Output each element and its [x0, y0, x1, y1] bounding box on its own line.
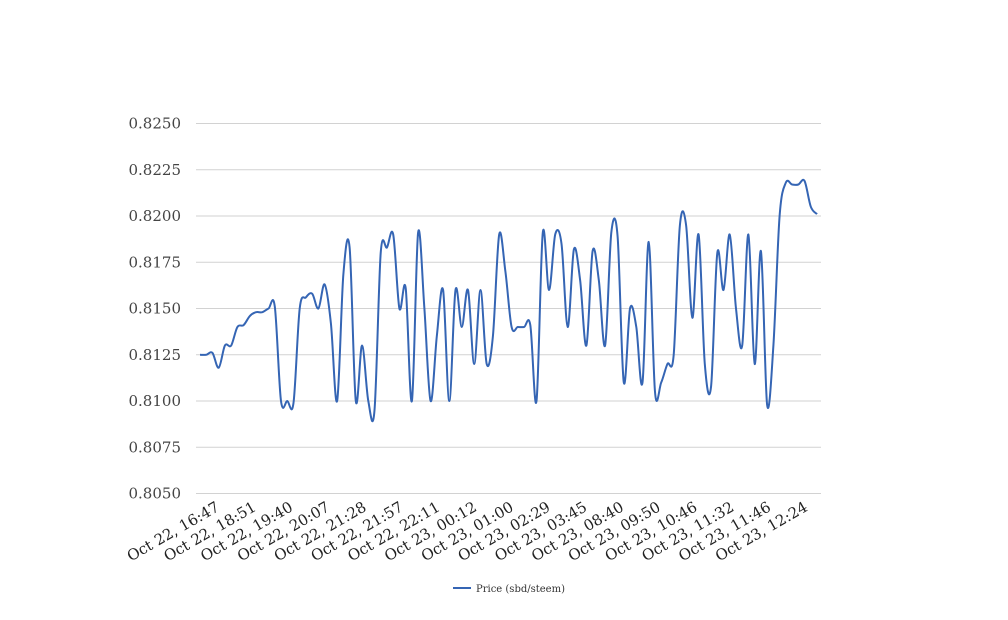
y-tick-label: 0.8125	[129, 346, 182, 364]
y-tick-label: 0.8175	[129, 253, 182, 271]
y-tick-label: 0.8075	[129, 438, 182, 456]
y-tick-label: 0.8100	[129, 392, 182, 410]
y-axis-tick-labels: 0.8050 0.8075 0.8100 0.8125 0.8150 0.8175 0.82…	[129, 115, 182, 503]
y-tick-label: 0.8200	[129, 207, 182, 225]
series-layer	[199, 178, 818, 423]
y-tick-label: 0.8225	[129, 161, 182, 179]
legend[interactable]: Price (sbd/steem)	[453, 584, 565, 595]
y-tick-label: 0.8150	[129, 300, 182, 318]
y-tick-label: 0.8050	[129, 485, 182, 503]
legend-label-price: Price (sbd/steem)	[476, 584, 565, 595]
y-tick-label: 0.8250	[129, 115, 182, 133]
series-line-0[interactable]	[199, 178, 818, 423]
